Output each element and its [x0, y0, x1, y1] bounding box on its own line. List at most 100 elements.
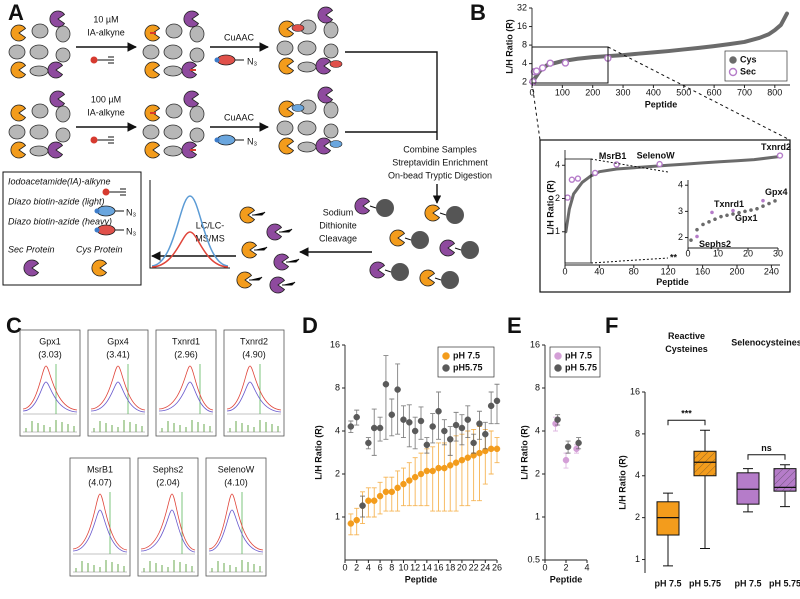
- box: [736, 472, 760, 505]
- group-title: Cysteines: [665, 344, 708, 354]
- bead: [411, 231, 429, 249]
- point: [406, 419, 413, 426]
- x-tick-label: 30: [773, 248, 783, 258]
- point: [749, 208, 753, 212]
- legend: [437, 346, 495, 378]
- x-tick-label: 0: [685, 248, 690, 258]
- point-label: Gpx1: [735, 213, 758, 223]
- zoom-box: [564, 158, 592, 264]
- icon: [214, 134, 245, 146]
- trace-light: [72, 509, 128, 553]
- legend-label: pH5.75: [453, 362, 483, 372]
- point: [388, 488, 396, 496]
- x-axis-title: Peptide: [405, 574, 438, 584]
- point: [554, 416, 561, 423]
- point: [458, 456, 466, 464]
- y-axis-title: L/H Ratio (R): [504, 19, 514, 74]
- panel-label: B: [470, 0, 486, 25]
- point: [370, 497, 378, 504]
- chromatogram-heavy: [151, 231, 229, 268]
- point: [575, 439, 582, 447]
- y-tick-label: 2: [678, 232, 683, 242]
- error-bar: [406, 404, 412, 448]
- point: [493, 397, 501, 405]
- panel-label: D: [302, 313, 318, 338]
- icon: [143, 91, 204, 158]
- linker: [252, 211, 266, 216]
- point: [406, 477, 413, 484]
- linker: [286, 258, 300, 263]
- reagent-label: IA-alkyne: [87, 107, 125, 117]
- x-tick-label: 24: [480, 562, 490, 572]
- panel-label: C: [6, 313, 22, 338]
- annotation: **: [670, 252, 678, 262]
- x-tick-label: 10: [398, 562, 408, 572]
- point: [417, 417, 425, 425]
- azide-tag: [291, 24, 305, 32]
- group-title: Selenocysteines: [731, 337, 800, 347]
- linker: [404, 237, 412, 241]
- point: [464, 454, 472, 461]
- legend-label: pH 7.5: [565, 350, 592, 360]
- trace-heavy: [72, 493, 128, 551]
- point: [713, 217, 717, 222]
- connector: [345, 51, 438, 140]
- icon: [9, 91, 70, 158]
- series-line: [564, 155, 782, 234]
- x-tick-label: 300: [616, 87, 631, 97]
- x-tick-label: pH 5.75: [769, 578, 800, 588]
- x-tick-label: pH 5.75: [689, 578, 721, 588]
- x-tick-label: 6: [378, 562, 383, 572]
- point: [538, 64, 547, 72]
- x-tick-label: 200: [729, 266, 744, 276]
- point: [464, 416, 472, 423]
- error-bar: [395, 363, 401, 435]
- point: [568, 176, 576, 183]
- group-title: Reactive: [668, 331, 705, 341]
- y-tick-label: 4: [522, 58, 527, 68]
- legend-marker: [442, 352, 450, 360]
- legend-label: Cys: [740, 54, 757, 64]
- bead: [461, 241, 479, 259]
- isotope-bars: [211, 560, 261, 572]
- error-bar: [436, 391, 442, 440]
- point: [452, 459, 460, 466]
- x-tick-label: 100: [555, 87, 570, 97]
- y-axis-title: L/H Ratio (R): [519, 425, 529, 480]
- point: [562, 456, 570, 464]
- trace-frame: [223, 329, 285, 437]
- y-tick-label: 1: [555, 226, 560, 236]
- alkyne-tag: [150, 112, 196, 151]
- icon: [277, 87, 338, 154]
- x-tick-label: 160: [695, 266, 710, 276]
- significance-label: ns: [761, 443, 772, 453]
- trace-name: Gpx4: [107, 336, 129, 346]
- point: [725, 213, 729, 218]
- point: [773, 199, 777, 203]
- legend-marker: [554, 352, 562, 360]
- x-tick-label: 18: [445, 562, 455, 572]
- x-axis-title: Peptide: [550, 574, 583, 584]
- y-tick-label: 1: [335, 511, 340, 521]
- y-tick-label: 8: [522, 39, 527, 49]
- point: [394, 386, 401, 393]
- icon: [214, 54, 245, 66]
- x-tick-label: 14: [422, 562, 432, 572]
- legend-label: Diazo biotin-azide (heavy): [8, 216, 112, 226]
- point: [761, 198, 765, 203]
- point: [423, 467, 431, 475]
- x-tick-label: 20: [457, 562, 467, 572]
- y-tick-label: 16: [630, 386, 640, 396]
- linker: [254, 246, 268, 251]
- point: [359, 502, 366, 509]
- y-axis-title: L/H Ratio (R): [617, 455, 627, 510]
- error-bar: [383, 355, 389, 440]
- y-tick-label: 16: [517, 21, 527, 31]
- point: [435, 407, 442, 415]
- linker: [434, 277, 442, 281]
- point: [591, 169, 599, 177]
- point: [353, 413, 360, 421]
- point: [532, 67, 541, 75]
- x-axis-title: Peptide: [656, 277, 689, 287]
- point: [441, 464, 448, 472]
